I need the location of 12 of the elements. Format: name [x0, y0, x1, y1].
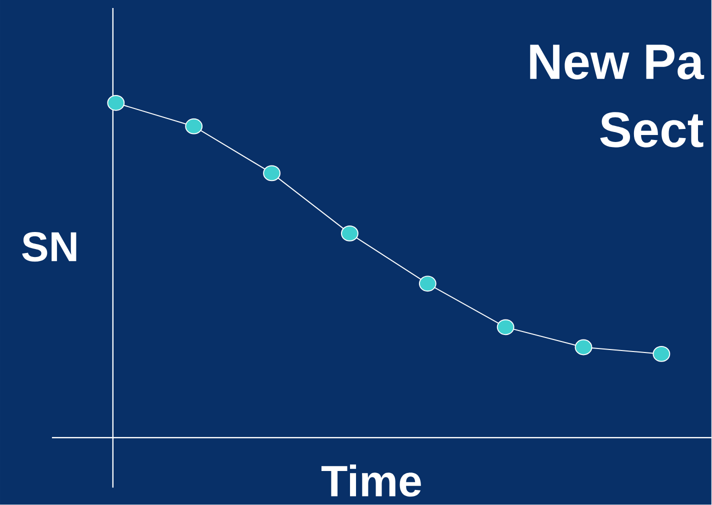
- point: [263, 165, 280, 182]
- point: [652, 346, 670, 362]
- point: [418, 276, 436, 292]
- y-axis-title: SN: [22, 232, 76, 262]
- point: [574, 340, 592, 356]
- chart-title: New Pa: [530, 44, 704, 80]
- point: [496, 319, 514, 336]
- chart-subtitle: Sect: [600, 112, 704, 148]
- point: [107, 95, 125, 112]
- point: [341, 226, 358, 242]
- x-axis-title: Time: [321, 464, 421, 497]
- point: [185, 118, 203, 135]
